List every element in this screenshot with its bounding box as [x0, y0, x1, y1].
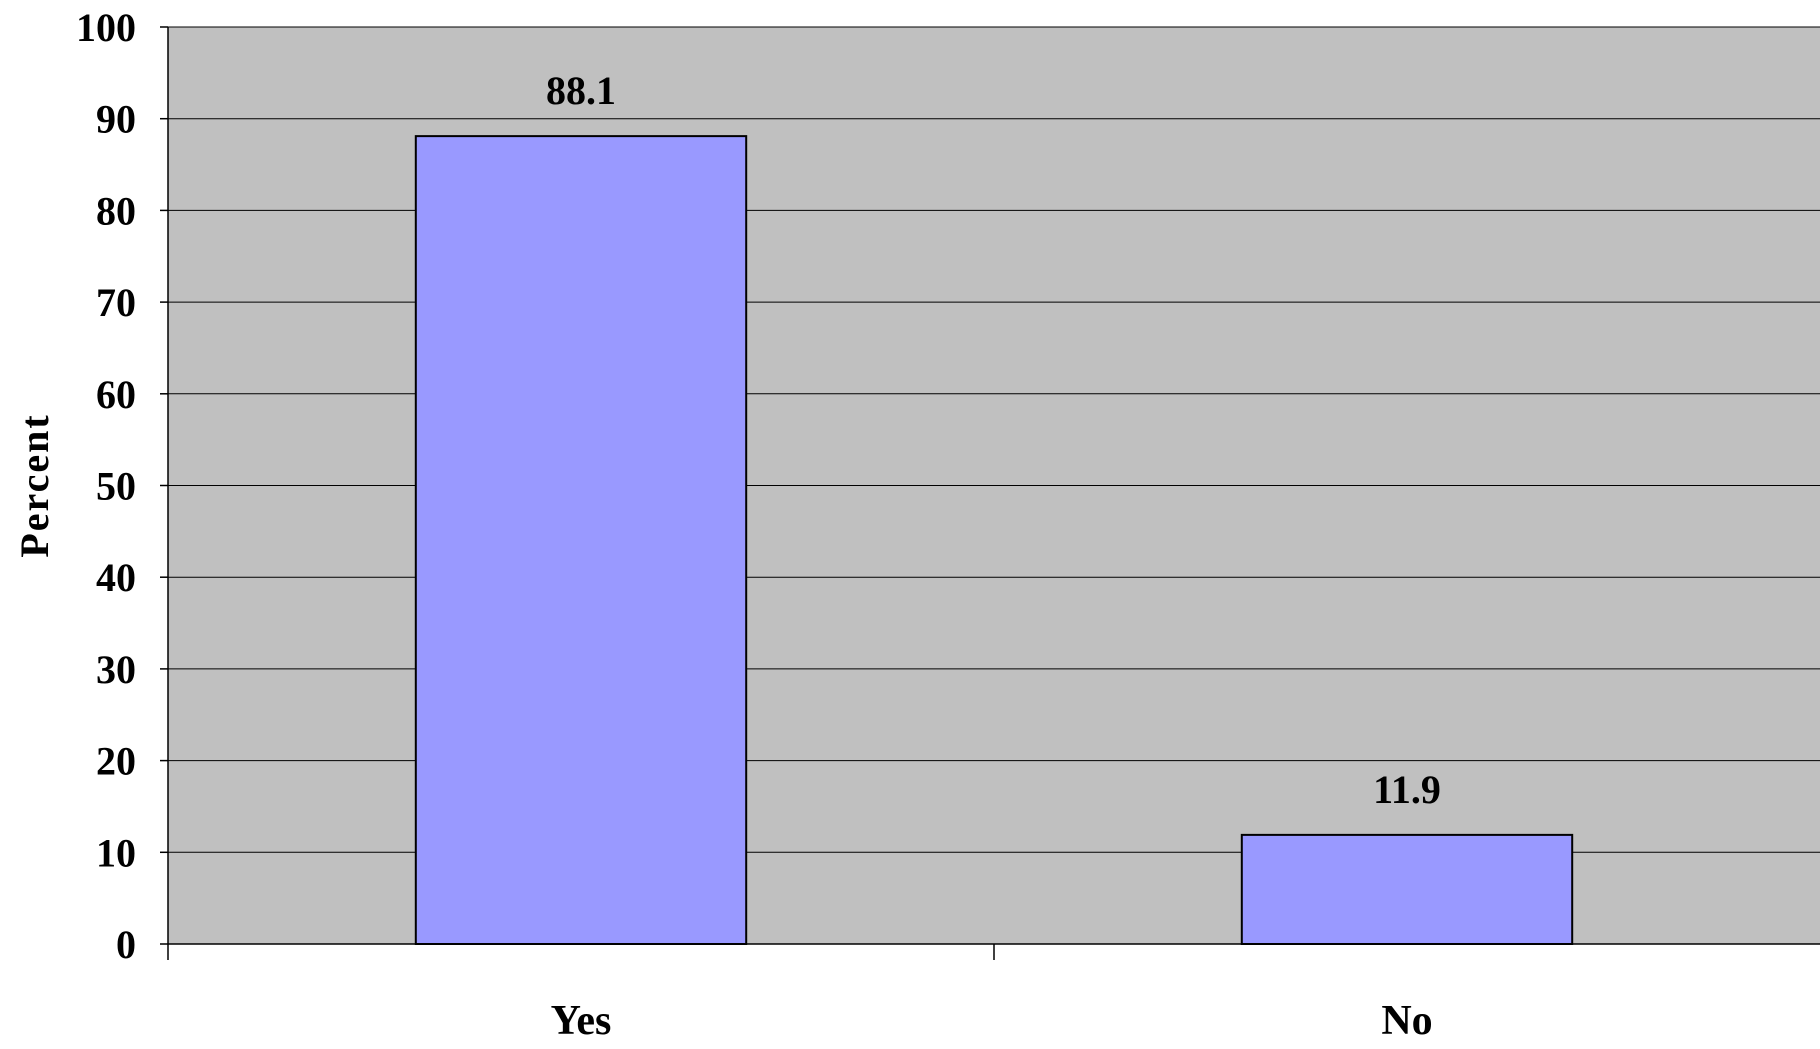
y-tick-label: 90 — [96, 97, 136, 142]
bar-yes — [414, 135, 748, 946]
bars — [414, 135, 1574, 946]
y-tick-label: 100 — [76, 5, 136, 50]
y-axis-title: Percent — [12, 413, 57, 557]
y-tick-label: 70 — [96, 280, 136, 325]
y-tick-label: 20 — [96, 739, 136, 784]
y-tick-label: 10 — [96, 830, 136, 875]
y-tick-label: 40 — [96, 555, 136, 600]
y-tick-label: 50 — [96, 464, 136, 509]
x-category-label: No — [1381, 998, 1432, 1044]
x-category-label: Yes — [551, 998, 612, 1044]
data-label-no: 11.9 — [1373, 767, 1441, 812]
y-tick-label: 60 — [96, 372, 136, 417]
bar-no — [1240, 833, 1574, 946]
y-tick-label: 80 — [96, 188, 136, 233]
data-label-yes: 88.1 — [546, 68, 616, 113]
y-tick-label: 0 — [116, 922, 136, 967]
y-tick-label: 30 — [96, 647, 136, 692]
labels: 0 10 20 30 40 50 60 70 80 90 100 88.1 Yes 11.9 No — [76, 5, 1441, 1044]
axes — [160, 26, 1820, 960]
